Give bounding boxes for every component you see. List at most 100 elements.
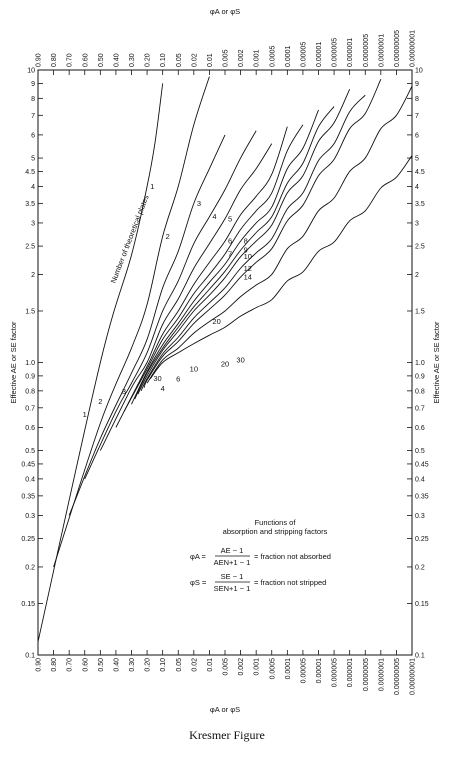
y-tick-label-right: 6 — [415, 132, 419, 139]
x-tick-label-bottom: 0.60 — [82, 658, 89, 672]
y-tick-label-right: 0.1 — [415, 653, 425, 660]
y-tick-label-right: 0.25 — [415, 536, 429, 543]
equation-absorption-denominator: AEN+1 − 1 — [214, 558, 251, 567]
y-tick-label-left: 8 — [31, 96, 35, 103]
curve-n-8 — [131, 109, 319, 405]
curve-n-5 — [99, 143, 273, 451]
curve-label-4: 4 — [212, 212, 216, 221]
x-tick-label-bottom: 0.00000005 — [394, 658, 401, 695]
curve-label-14: 14 — [244, 273, 252, 282]
curve-label-20: 20 — [212, 317, 220, 326]
y-tick-label-right: 10 — [415, 68, 423, 75]
x-tick-label-top: 0.60 — [82, 53, 89, 67]
lower-curve-label-20: 20 — [221, 359, 229, 368]
y-tick-label-right: 2.5 — [415, 244, 425, 251]
curve-group — [38, 76, 412, 642]
y-tick-label-right: 0.4 — [415, 476, 425, 483]
y-tick-label-left: 4.5 — [25, 169, 35, 176]
x-tick-label-top: 0.00001 — [316, 42, 323, 67]
y-tick-label-left: 0.25 — [21, 536, 35, 543]
y-tick-label-left: 0.45 — [21, 461, 35, 468]
x-tick-label-top: 0.01 — [207, 53, 214, 67]
legend-heading-2: absorption and stripping factors — [223, 527, 328, 536]
equation-stripping-denominator: SEN+1 − 1 — [214, 584, 251, 593]
x-tick-label-top: 0.05 — [176, 53, 183, 67]
curve-label-30: 30 — [153, 374, 161, 383]
y-tick-label-left: 0.15 — [21, 601, 35, 608]
x-tick-label-bottom: 0.20 — [145, 658, 152, 672]
y-tick-label-right: 0.8 — [415, 388, 425, 395]
x-tick-label-bottom: 0.30 — [129, 658, 136, 672]
y-tick-label-right: 2 — [415, 272, 419, 279]
x-tick-label-bottom: 0.002 — [238, 658, 245, 676]
curve-label-12: 12 — [244, 264, 252, 273]
x-tick-label-top: 0.00000005 — [394, 30, 401, 67]
curve-n-14 — [143, 79, 382, 388]
figure-caption: Kresmer Figure — [189, 728, 265, 742]
x-tick-label-bottom: 0.02 — [191, 658, 198, 672]
y-tick-label-right: 4 — [415, 184, 419, 191]
x-tick-label-bottom: 0.000001 — [347, 658, 354, 687]
lower-curve-label-6: 6 — [176, 375, 180, 384]
x-tick-label-top: 0.0005 — [269, 45, 276, 67]
y-tick-label-left: 10 — [27, 68, 35, 75]
y-tick-label-left: 9 — [31, 81, 35, 88]
curve-n-1 — [38, 83, 164, 642]
y-tick-label-right: 3.5 — [415, 201, 425, 208]
y-tick-label-right: 0.6 — [415, 425, 425, 432]
x-tick-label-bottom: 0.50 — [98, 658, 105, 672]
x-tick-label-top: 0.80 — [51, 53, 58, 67]
x-tick-label-bottom: 0.00005 — [300, 658, 307, 683]
curve-label-8: 8 — [244, 237, 248, 246]
y-tick-label-left: 3.5 — [25, 201, 35, 208]
y-tick-label-left: 4 — [31, 184, 35, 191]
y-axis-title-left: Effective AE or SE factor — [9, 321, 18, 403]
curve-label-3: 3 — [197, 199, 201, 208]
x-tick-label-bottom: 0.05 — [176, 658, 183, 672]
equation-absorption-numerator: AE − 1 — [221, 546, 244, 555]
y-tick-label-left: 0.5 — [25, 448, 35, 455]
x-tick-label-top: 0.000001 — [347, 38, 354, 67]
curve-label-6: 6 — [228, 237, 232, 246]
x-tick-label-top: 0.50 — [98, 53, 105, 67]
lower-curve-label-4: 4 — [161, 384, 165, 393]
y-tick-label-left: 0.2 — [25, 564, 35, 571]
lower-curve-label-3: 3 — [122, 387, 126, 396]
y-tick-label-right: 1.5 — [415, 308, 425, 315]
curve-n-30 — [149, 155, 412, 380]
y-tick-label-right: 0.2 — [415, 564, 425, 571]
y-tick-label-right: 4.5 — [415, 169, 425, 176]
lower-curve-label-10: 10 — [190, 365, 198, 374]
lower-curve-label-1: 1 — [83, 410, 87, 419]
curve-label-7: 7 — [228, 249, 232, 258]
y-tick-label-left: 0.6 — [25, 425, 35, 432]
y-axis-title-right: Effective AE or SE factor — [432, 321, 441, 403]
x-tick-label-bottom: 0.80 — [51, 658, 58, 672]
x-tick-label-top: 0.90 — [36, 53, 43, 67]
curve-label-10: 10 — [244, 252, 252, 261]
curve-label-1: 1 — [150, 182, 154, 191]
equation-stripping-rhs: = fraction not stripped — [254, 578, 326, 587]
x-tick-label-bottom: 0.40 — [113, 658, 120, 672]
x-axis-title-bottom: φA or φS — [210, 705, 240, 714]
curve-n-4 — [84, 130, 257, 480]
lower-curve-label-2: 2 — [98, 397, 102, 406]
y-tick-label-left: 3 — [31, 220, 35, 227]
equation-absorption-rhs: = fraction not absorbed — [254, 552, 331, 561]
legend-heading-1: Functions of — [255, 518, 297, 527]
y-tick-label-right: 7 — [415, 113, 419, 120]
x-axis-title-top: φA or φS — [210, 7, 240, 16]
lower-curve-label-30: 30 — [236, 356, 244, 365]
x-tick-label-top: 0.005 — [223, 49, 230, 67]
y-tick-label-left: 0.3 — [25, 513, 35, 520]
curve-n-3 — [68, 134, 226, 516]
x-tick-label-top: 0.40 — [113, 53, 120, 67]
curve-label-9: 9 — [244, 246, 248, 255]
curve-n-6 — [115, 126, 288, 428]
y-tick-label-right: 0.15 — [415, 601, 429, 608]
equation-absorption-lhs: φA = — [190, 552, 207, 561]
x-tick-label-top: 0.002 — [238, 49, 245, 67]
curve-label-5: 5 — [228, 214, 232, 223]
curve-n-7 — [123, 124, 304, 412]
y-tick-label-right: 5 — [415, 156, 419, 163]
